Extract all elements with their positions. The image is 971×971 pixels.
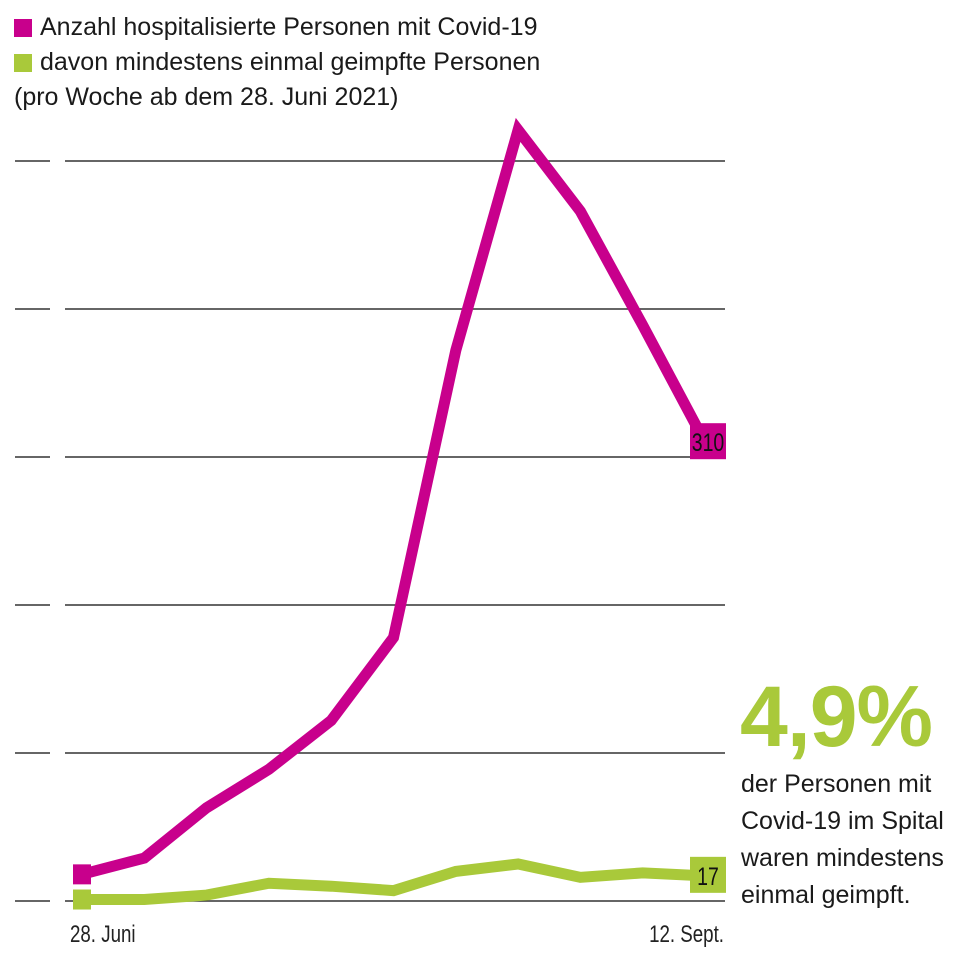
x-tick-label-first: 28. Juni — [70, 921, 136, 948]
series-line-vaccinated — [82, 858, 706, 906]
start-marker — [73, 889, 91, 910]
legend-label: davon mindestens einmal geimpfte Persone… — [40, 48, 541, 76]
highlight-percentage: 4,9% — [740, 669, 933, 765]
legend-item-vaccinated: davon mindestens einmal geimpfte Persone… — [14, 45, 540, 80]
end-label: 17 — [697, 863, 719, 891]
legend-item-hospitalized: Anzahl hospitalisierte Personen mit Covi… — [14, 10, 540, 45]
chart-subtitle: (pro Woche ab dem 28. Juni 2021) — [14, 83, 399, 111]
end-label-box — [690, 423, 726, 460]
series-line-hospitalized — [80, 117, 710, 880]
legend-label: Anzahl hospitalisierte Personen mit Covi… — [40, 13, 538, 41]
end-label-box — [690, 856, 726, 893]
legend: Anzahl hospitalisierte Personen mit Covi… — [14, 10, 540, 115]
highlight-text: der Personen mit Covid-19 im Spital ware… — [741, 770, 944, 909]
start-marker — [73, 864, 91, 885]
legend-swatch-green — [14, 53, 32, 72]
x-tick-label-last: 12. Sept. — [649, 921, 724, 948]
legend-swatch-magenta — [14, 18, 32, 37]
end-label: 310 — [692, 429, 725, 457]
